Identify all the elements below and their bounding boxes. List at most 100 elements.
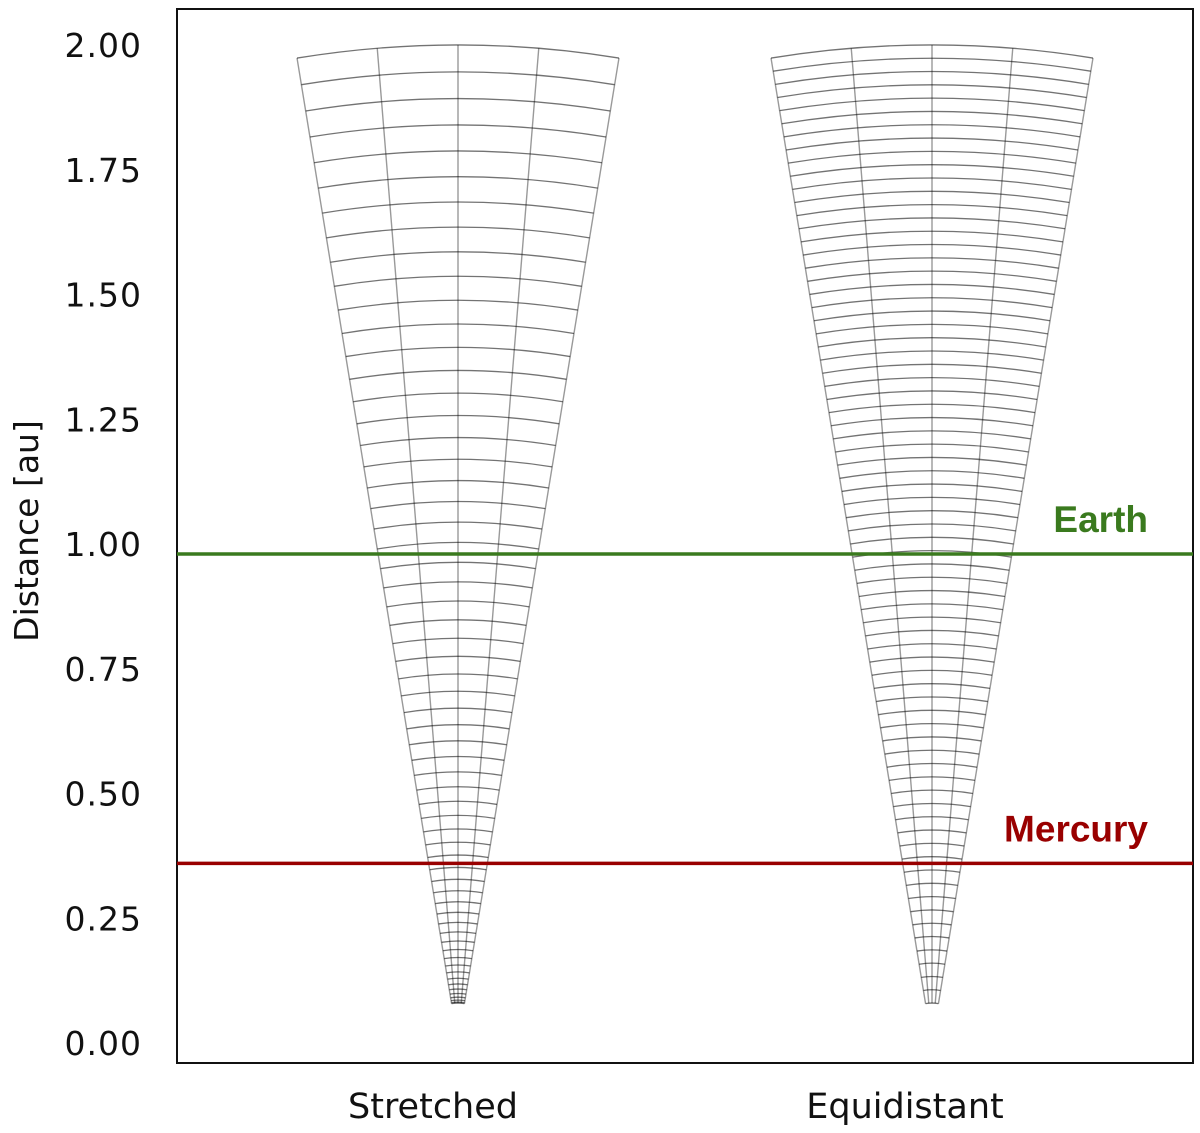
- grid-arc-1-54: [809, 283, 1055, 296]
- grid-arc-1-72: [770, 44, 1094, 59]
- grid-arc-1-7: [910, 909, 954, 913]
- grid-arc-0-48: [345, 346, 571, 358]
- grid-arc-0-15: [436, 911, 480, 915]
- grid-arc-0-23: [421, 814, 495, 819]
- grid-arc-1-52: [813, 310, 1051, 322]
- grid-arc-0-37: [383, 581, 533, 589]
- grid-arc-1-43: [833, 430, 1031, 440]
- grid-arc-0-19: [429, 866, 487, 871]
- grid-arc-1-16: [891, 789, 973, 795]
- grid-arc-1-47: [824, 377, 1040, 388]
- grid-arc-1-32: [856, 576, 1008, 585]
- grid-arc-1-53: [811, 297, 1053, 309]
- grid-spoke-0-1: [376, 48, 456, 1004]
- grid-arc-0-51: [334, 275, 582, 287]
- grid-spoke-1-1: [850, 48, 930, 1004]
- grid-arc-0-46: [353, 392, 563, 403]
- grid-arc-1-50: [818, 337, 1046, 348]
- grid-arc-1-22: [878, 709, 986, 716]
- grid-arc-0-0: [451, 1002, 465, 1005]
- grid-arc-0-11: [442, 948, 474, 952]
- grid-arc-1-70: [775, 71, 1089, 85]
- grid-spoke-1-3: [934, 48, 1014, 1004]
- grid-arc-0-13: [439, 931, 477, 935]
- grid-arc-1-26: [869, 656, 995, 663]
- grid-arc-1-14: [895, 816, 969, 821]
- grid-arc-0-58: [305, 98, 611, 112]
- grid-arc-1-58: [800, 230, 1064, 243]
- grid-arc-1-71: [773, 57, 1091, 72]
- grid-arc-0-57: [309, 124, 607, 138]
- grid-arc-1-60: [796, 204, 1068, 217]
- grids-layer: [296, 44, 1094, 1005]
- grid-arc-0-9: [445, 964, 471, 967]
- grid-arc-0-53: [326, 226, 590, 239]
- grid-arc-1-6: [912, 922, 952, 926]
- grid-arc-1-63: [790, 164, 1074, 177]
- y-axis-ticks: 0.00 0.25 0.50 0.75 1.00 1.25 1.50 1.75 2.00: [65, 26, 142, 1063]
- grid-arc-0-3: [450, 996, 466, 999]
- grid-arc-0-20: [427, 854, 489, 859]
- grid-spoke-0-3: [460, 48, 540, 1004]
- grid-arc-1-33: [854, 563, 1010, 571]
- grid-arc-0-12: [441, 940, 475, 943]
- grid-arc-1-38: [843, 496, 1021, 506]
- grid-arc-0-56: [314, 150, 602, 164]
- grid-arc-1-31: [858, 590, 1006, 598]
- plot-frame: [176, 8, 1194, 1064]
- category-label-1: Equidistant: [806, 1087, 1004, 1127]
- grid-arc-1-12: [899, 842, 965, 847]
- grid-arc-1-13: [897, 829, 967, 834]
- grid-arc-0-24: [418, 800, 498, 806]
- grid-arc-0-60: [296, 44, 620, 59]
- grid-arc-0-16: [435, 901, 481, 905]
- grid-arc-0-43: [363, 458, 553, 468]
- grid-arc-1-2: [921, 975, 943, 978]
- grid-arc-1-24: [873, 683, 991, 690]
- grid-arc-0-33: [395, 655, 521, 663]
- grid-arc-0-50: [338, 299, 578, 311]
- grid-arc-1-21: [880, 723, 984, 729]
- grid-arc-0-32: [398, 673, 518, 680]
- grid-arc-0-18: [431, 878, 485, 883]
- grid-arc-1-46: [826, 390, 1038, 401]
- grid-arc-1-64: [788, 150, 1076, 164]
- grid-spoke-0-0: [296, 57, 453, 1004]
- grid-arc-0-5: [449, 988, 467, 991]
- grid-arc-0-10: [444, 956, 472, 960]
- grid-arc-1-40: [839, 470, 1025, 479]
- grid-arc-1-19: [884, 749, 980, 755]
- grid-arc-0-31: [401, 690, 515, 697]
- grid-arc-0-8: [446, 971, 470, 974]
- reference-lines-layer: Earth Mercury: [177, 499, 1193, 866]
- y-tick-label-5: 1.25: [65, 400, 142, 439]
- grid-arc-0-36: [386, 600, 530, 608]
- grid-arc-1-4: [916, 949, 948, 952]
- grid-arc-1-5: [914, 935, 950, 939]
- grid-arc-0-17: [433, 890, 483, 894]
- grid-arc-0-40: [373, 521, 543, 530]
- grid-arc-1-28: [865, 629, 999, 637]
- grid-arc-1-23: [876, 696, 988, 703]
- grid-arc-0-44: [360, 436, 556, 447]
- grid-arc-1-49: [820, 350, 1044, 361]
- y-tick-label-2: 0.50: [65, 775, 142, 814]
- grid-arc-0-26: [414, 771, 502, 777]
- grid-arc-1-18: [886, 762, 978, 768]
- grid-arc-0-4: [449, 992, 467, 995]
- grid-arc-0-35: [389, 619, 527, 627]
- y-tick-label-7: 1.75: [65, 151, 142, 190]
- grid-arc-1-69: [777, 84, 1087, 99]
- grid-arc-1-56: [805, 257, 1059, 269]
- grid-arc-0-49: [341, 323, 575, 335]
- grid-arc-1-9: [906, 882, 958, 887]
- grid-arc-1-10: [903, 869, 961, 873]
- grid-arc-0-42: [367, 479, 549, 489]
- grid-arc-1-59: [798, 217, 1066, 230]
- category-label-0: Stretched: [348, 1087, 518, 1127]
- y-tick-label-8: 2.00: [65, 26, 142, 65]
- grid-spoke-1-0: [770, 57, 927, 1004]
- grid-arc-1-51: [815, 323, 1049, 335]
- grid-arc-1-55: [807, 270, 1057, 282]
- y-tick-label-6: 1.50: [65, 276, 142, 315]
